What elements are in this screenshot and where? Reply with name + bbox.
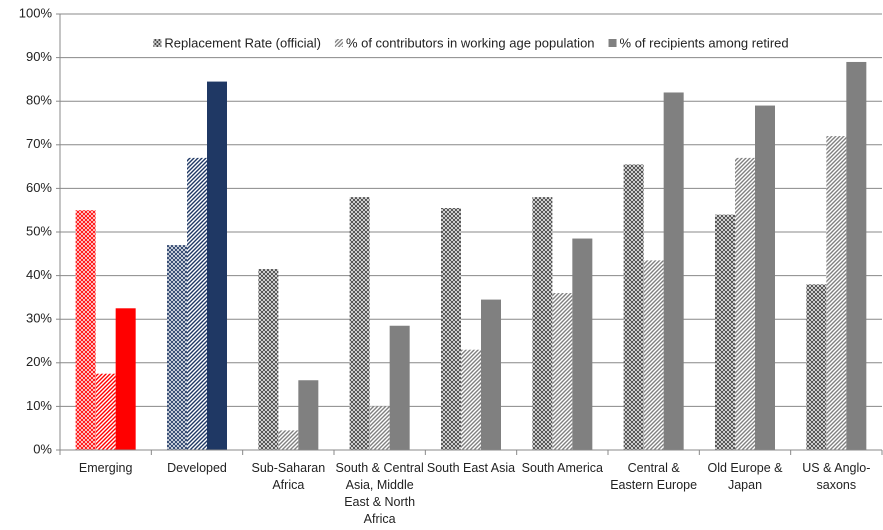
y-tick-label: 100% (19, 5, 53, 20)
y-tick-label: 70% (26, 136, 52, 151)
x-tick-label: Emerging (78, 461, 133, 475)
bar (258, 269, 279, 450)
bar (278, 430, 299, 450)
bar (715, 214, 735, 450)
bar (187, 157, 207, 450)
x-tick-label: Old Europe & Japan (707, 461, 783, 492)
bar (207, 81, 227, 450)
legend-label: Replacement Rate (official) (164, 35, 321, 50)
bar (826, 136, 847, 450)
bar (349, 197, 370, 450)
bar (755, 105, 775, 450)
bar (572, 238, 593, 450)
y-tick-label: 60% (26, 180, 52, 195)
bar (75, 210, 96, 450)
x-tick-label: Central & Eastern Europe (610, 461, 698, 492)
y-tick-label: 0% (33, 441, 52, 456)
y-tick-label: 30% (26, 311, 52, 326)
x-tick-label: South America (521, 461, 603, 475)
legend-label: % of recipients among retired (620, 35, 789, 50)
legend: Replacement Rate (official) % of contribu… (153, 35, 789, 50)
legend-swatch (334, 39, 343, 47)
bar (167, 245, 187, 450)
y-tick-label: 40% (26, 267, 52, 282)
bar (643, 260, 664, 450)
bar (441, 208, 461, 450)
bar (846, 61, 867, 451)
bar (552, 293, 573, 450)
bar (369, 406, 390, 450)
legend-swatch (153, 39, 162, 47)
x-tick-label: South & Central Asia, Middle East & Nort… (335, 461, 424, 526)
bar (532, 197, 553, 450)
bar (115, 308, 136, 450)
y-tick-label: 50% (26, 223, 52, 238)
bar (806, 284, 827, 450)
y-tick-label: 10% (26, 398, 52, 413)
y-tick-label: 80% (26, 93, 52, 108)
bar (389, 325, 410, 450)
legend-swatch (608, 39, 617, 47)
legend-label: % of contributors in working age populat… (346, 35, 595, 50)
x-tick-label: South East Asia (426, 461, 516, 475)
bar (481, 299, 501, 450)
y-tick-label: 90% (26, 49, 52, 64)
x-tick-label: Developed (167, 461, 227, 475)
bar (663, 92, 684, 450)
bar (461, 349, 481, 450)
bar (95, 373, 116, 450)
bar (735, 157, 755, 450)
bar (298, 380, 319, 450)
x-tick-label: Sub-Saharan Africa (251, 461, 326, 492)
x-tick-label: US & Anglo-saxons (802, 461, 871, 492)
bar (623, 164, 644, 451)
y-tick-label: 20% (26, 354, 52, 369)
